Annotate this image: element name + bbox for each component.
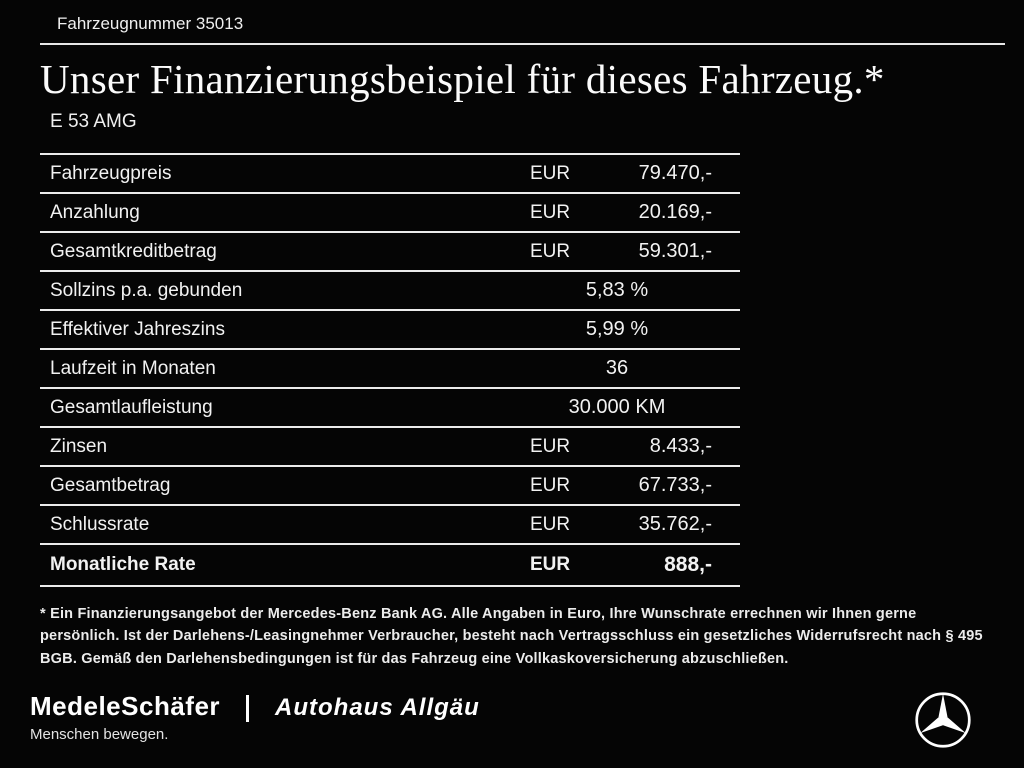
dealer-name: MedeleSchäfer bbox=[30, 691, 221, 721]
table-row: Gesamtbetrag EUR 67.733,- bbox=[40, 465, 740, 504]
dealer-tagline: Menschen bewegen. bbox=[30, 726, 169, 743]
dealer-logo-autohaus-allgaeu: Autohaus Allgäu bbox=[275, 694, 480, 721]
row-currency: EUR bbox=[530, 201, 571, 223]
table-row: Effektiver Jahreszins 5,99 % bbox=[40, 309, 740, 348]
mercedes-star-icon bbox=[914, 691, 972, 754]
row-value: 36 bbox=[605, 357, 629, 379]
row-value: 20.169,- bbox=[638, 201, 712, 223]
table-row: Gesamtlaufleistung 30.000 KM bbox=[40, 387, 740, 426]
footer-divider bbox=[246, 695, 250, 722]
row-value: 35.762,- bbox=[638, 513, 712, 535]
row-label: Gesamtkreditbetrag bbox=[50, 240, 217, 262]
row-currency: EUR bbox=[530, 240, 571, 262]
row-currency: EUR bbox=[530, 435, 571, 457]
finance-sheet: Fahrzeugnummer 35013 Unser Finanzierungs… bbox=[40, 10, 1005, 667]
table-row: Sollzins p.a. gebunden 5,83 % bbox=[40, 270, 740, 309]
model-name: E 53 AMG bbox=[50, 111, 137, 132]
row-label: Zinsen bbox=[50, 435, 108, 457]
row-label: Sollzins p.a. gebunden bbox=[50, 279, 243, 301]
finance-table: Fahrzeugpreis EUR 79.470,- Anzahlung EUR… bbox=[40, 153, 740, 587]
table-row: Laufzeit in Monaten 36 bbox=[40, 348, 740, 387]
row-value: 59.301,- bbox=[638, 240, 712, 262]
row-label: Gesamtbetrag bbox=[50, 474, 171, 496]
row-value: 79.470,- bbox=[638, 162, 712, 184]
table-row: Gesamtkreditbetrag EUR 59.301,- bbox=[40, 231, 740, 270]
row-value: 888,- bbox=[664, 553, 712, 576]
row-label: Anzahlung bbox=[50, 201, 140, 223]
row-value: 8.433,- bbox=[649, 435, 712, 457]
table-row: Zinsen EUR 8.433,- bbox=[40, 426, 740, 465]
table-row: Fahrzeugpreis EUR 79.470,- bbox=[40, 153, 740, 192]
row-value: 5,99 % bbox=[585, 318, 649, 340]
footer: MedeleSchäfer Menschen bewegen. Autohaus… bbox=[30, 691, 994, 754]
row-label: Effektiver Jahreszins bbox=[50, 318, 225, 340]
table-row: Anzahlung EUR 20.169,- bbox=[40, 192, 740, 231]
table-row: Schlussrate EUR 35.762,- bbox=[40, 504, 740, 543]
row-currency: EUR bbox=[530, 474, 571, 496]
row-currency: EUR bbox=[530, 554, 571, 575]
vehicle-number: Fahrzeugnummer 35013 bbox=[40, 10, 1005, 45]
row-currency: EUR bbox=[530, 162, 571, 184]
row-label: Schlussrate bbox=[50, 513, 150, 535]
row-value: 5,83 % bbox=[585, 279, 649, 301]
dealer-logo-medeleschaefer: MedeleSchäfer Menschen bewegen. bbox=[30, 691, 220, 743]
row-currency: EUR bbox=[530, 513, 571, 535]
finance-disclaimer: * Ein Finanzierungsangebot der Mercedes-… bbox=[40, 606, 983, 667]
row-label: Laufzeit in Monaten bbox=[50, 357, 216, 379]
row-label: Gesamtlaufleistung bbox=[50, 396, 213, 418]
page-title: Unser Finanzierungsbeispiel für dieses F… bbox=[40, 56, 885, 102]
table-row-monthly-rate: Monatliche Rate EUR 888,- bbox=[40, 543, 740, 585]
row-value: 30.000 KM bbox=[568, 396, 666, 418]
row-value: 67.733,- bbox=[638, 474, 712, 496]
row-label: Fahrzeugpreis bbox=[50, 162, 172, 184]
row-label: Monatliche Rate bbox=[50, 554, 196, 575]
